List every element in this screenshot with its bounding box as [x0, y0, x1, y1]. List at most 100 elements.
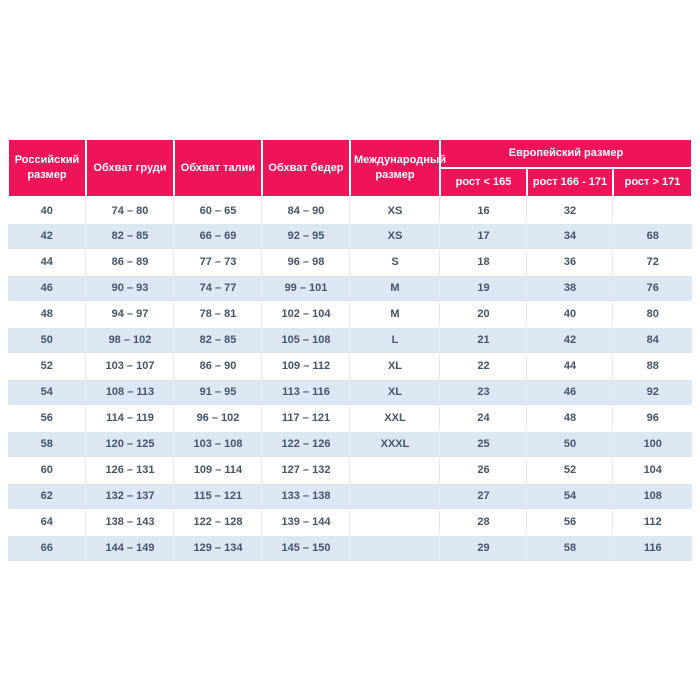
table-cell: 48: [526, 404, 614, 432]
table-cell: 28: [439, 508, 528, 536]
table-cell: 23: [439, 378, 528, 406]
table-cell: 74 – 80: [85, 196, 175, 224]
header-russian-size: Российский размер: [6, 138, 87, 199]
table-cell: 115 – 121: [173, 482, 263, 510]
table-cell: 44: [7, 248, 87, 276]
table-cell: 108 – 113: [85, 378, 175, 406]
table-row: 60 126 – 131 109 – 114 127 – 132 26 52 104: [7, 456, 692, 484]
table-cell: 24: [439, 404, 528, 432]
table-cell: [349, 482, 441, 510]
table-cell: 68: [612, 222, 692, 250]
table-header: Российский размер Обхват груди Обхват та…: [6, 138, 694, 199]
table-cell: 56: [526, 508, 614, 536]
table-cell: 52: [526, 456, 614, 484]
table-cell: 105 – 108: [261, 326, 351, 354]
table-cell: 80: [612, 300, 692, 328]
table-row: 62 132 – 137 115 – 121 133 – 138 27 54 108: [7, 482, 692, 510]
table-cell: 88: [612, 352, 692, 380]
table-cell: 42: [7, 222, 87, 250]
table-cell: 109 – 114: [173, 456, 263, 484]
table-row: 44 86 – 89 77 – 73 96 – 98 S 18 36 72: [7, 248, 692, 276]
table-cell: 122 – 126: [261, 430, 351, 458]
table-cell: 22: [439, 352, 528, 380]
table-row: 46 90 – 93 74 – 77 99 – 101 M 19 38 76: [7, 274, 692, 302]
table-cell: 114 – 119: [85, 404, 175, 432]
table-row: 64 138 – 143 122 – 128 139 – 144 28 56 112: [7, 508, 692, 536]
table-cell: 117 – 121: [261, 404, 351, 432]
table-cell: 102 – 104: [261, 300, 351, 328]
table-cell: 103 – 107: [85, 352, 175, 380]
table-cell: 91 – 95: [173, 378, 263, 406]
table-cell: XS: [349, 222, 441, 250]
table-cell: XXL: [349, 404, 441, 432]
table-cell: 40: [7, 196, 87, 224]
table-cell: 64: [7, 508, 87, 536]
table-cell: 38: [526, 274, 614, 302]
header-chest: Обхват груди: [84, 138, 175, 199]
table-cell: 21: [439, 326, 528, 354]
table-cell: 129 – 134: [173, 534, 263, 562]
table-cell: L: [349, 326, 441, 354]
table-cell: 138 – 143: [85, 508, 175, 536]
table-cell: 103 – 108: [173, 430, 263, 458]
table-cell: M: [349, 300, 441, 328]
table-cell: 122 – 128: [173, 508, 263, 536]
table-cell: 27: [439, 482, 528, 510]
table-cell: 113 – 116: [261, 378, 351, 406]
table-cell: 34: [526, 222, 614, 250]
table-cell: 32: [526, 196, 614, 224]
table-cell: 145 – 150: [261, 534, 351, 562]
table-row: 54 108 – 113 91 – 95 113 – 116 XL 23 46 92: [7, 378, 692, 406]
table-cell: 60 – 65: [173, 196, 263, 224]
table-cell: 86 – 89: [85, 248, 175, 276]
table-cell: 77 – 73: [173, 248, 263, 276]
header-height-166-171: рост 166 - 171: [525, 167, 614, 199]
table-cell: 78 – 81: [173, 300, 263, 328]
table-cell: S: [349, 248, 441, 276]
table-cell: 132 – 137: [85, 482, 175, 510]
table-cell: 50: [526, 430, 614, 458]
table-cell: 76: [612, 274, 692, 302]
table-cell: 48: [7, 300, 87, 328]
header-international-size: Международный размер: [348, 138, 446, 199]
table-cell: 82 – 85: [85, 222, 175, 250]
table-cell: [349, 456, 441, 484]
table-cell: 72: [612, 248, 692, 276]
table-cell: 96: [612, 404, 692, 432]
table-cell: 44: [526, 352, 614, 380]
table-cell: 104: [612, 456, 692, 484]
table-cell: 54: [526, 482, 614, 510]
header-row-top: Российский размер Обхват груди Обхват та…: [6, 138, 694, 199]
table-cell: 94 – 97: [85, 300, 175, 328]
table-cell: 17: [439, 222, 528, 250]
header-hips: Обхват бедер: [260, 138, 351, 199]
table-cell: M: [349, 274, 441, 302]
table-cell: 18: [439, 248, 528, 276]
table-cell: 26: [439, 456, 528, 484]
table-cell: XXXL: [349, 430, 441, 458]
table-cell: 66: [7, 534, 87, 562]
table-cell: 127 – 132: [261, 456, 351, 484]
table-cell: 82 – 85: [173, 326, 263, 354]
table-row: 56 114 – 119 96 – 102 117 – 121 XXL 24 48 96: [7, 404, 692, 432]
table-cell: 56: [7, 404, 87, 432]
table-row: 40 74 – 80 60 – 65 84 – 90 XS 16 32: [7, 196, 692, 224]
table-row: 52 103 – 107 86 – 90 109 – 112 XL 22 44 88: [7, 352, 692, 380]
table-cell: [612, 196, 692, 224]
table-cell: 120 – 125: [85, 430, 175, 458]
table-cell: 86 – 90: [173, 352, 263, 380]
table-cell: 100: [612, 430, 692, 458]
table-cell: 92: [612, 378, 692, 406]
header-height-lt-165: рост < 165: [438, 167, 528, 199]
table-cell: 96 – 98: [261, 248, 351, 276]
table-cell: 92 – 95: [261, 222, 351, 250]
table-cell: XL: [349, 352, 441, 380]
header-height-gt-171: рост > 171: [611, 167, 694, 199]
table-cell: 96 – 102: [173, 404, 263, 432]
table-row: 42 82 – 85 66 – 69 92 – 95 XS 17 34 68: [7, 222, 692, 250]
table-cell: 139 – 144: [261, 508, 351, 536]
table-cell: 19: [439, 274, 528, 302]
table-body: 40 74 – 80 60 – 65 84 – 90 XS 16 32 42 82 – 85 66…: [7, 196, 692, 562]
table-cell: 84 – 90: [261, 196, 351, 224]
